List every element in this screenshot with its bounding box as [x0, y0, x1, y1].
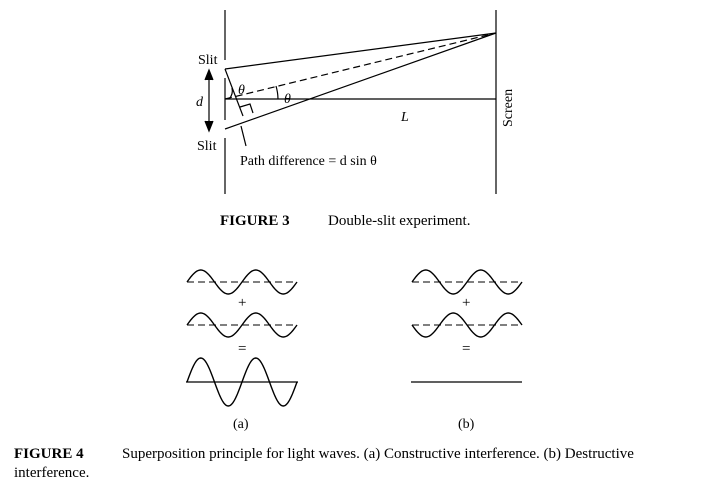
slit-bottom-label: Slit: [197, 139, 217, 154]
figure-4-caption: FIGURE 4 Superposition principle for ligh…: [14, 445, 698, 483]
panel-b-label: (b): [458, 417, 475, 432]
theta-arc-small: [228, 87, 233, 100]
equals-a: =: [238, 341, 246, 357]
figure-3-caption: FIGURE 3 Double-slit experiment.: [220, 212, 470, 231]
figure-4-label: FIGURE 4: [14, 446, 84, 462]
ray-center: [224, 32, 497, 100]
wave-b2: [411, 312, 523, 338]
ray-bottom: [224, 32, 497, 130]
wave-b1: [411, 269, 523, 295]
right-angle-mark: [239, 103, 254, 114]
wave-a-result: [186, 357, 298, 407]
screen-label: Screen: [501, 89, 516, 127]
theta-small-label: θ: [238, 83, 245, 98]
d-arrow-head-top: [204, 68, 214, 81]
superposition-panel-b: [411, 269, 523, 383]
plus-b: +: [462, 295, 470, 311]
double-slit-diagram: [204, 10, 497, 194]
perpendicular-line: [224, 68, 244, 117]
wave-a2: [186, 312, 298, 338]
d-label: d: [196, 95, 204, 110]
slit-top-label: Slit: [198, 53, 218, 68]
ray-top: [224, 32, 497, 70]
equals-b: =: [462, 341, 470, 357]
L-label: L: [400, 110, 409, 125]
figure-3-caption-text: Double-slit experiment.: [328, 213, 471, 229]
theta-arc-large: [275, 85, 279, 100]
figure-3-label: FIGURE 3: [220, 213, 290, 229]
plus-a: +: [238, 295, 246, 311]
figure-4-caption-text: Superposition principle for light waves.…: [14, 446, 634, 481]
slit-pointer: [240, 125, 247, 147]
theta-large-label: θ: [284, 92, 291, 107]
wave-a1: [186, 269, 298, 295]
path-difference-label: Path difference = d sin θ: [240, 154, 377, 169]
superposition-panel-a: [186, 269, 298, 407]
d-arrow-head-bottom: [204, 120, 214, 133]
panel-a-label: (a): [233, 417, 249, 432]
